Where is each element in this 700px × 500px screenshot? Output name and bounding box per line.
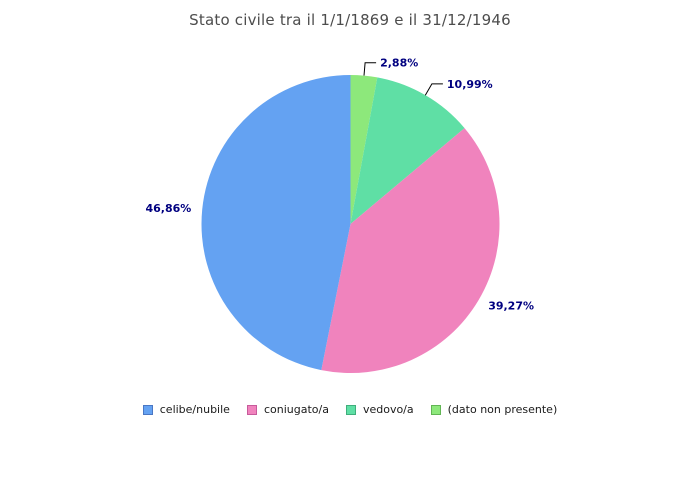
chart-title: Stato civile tra il 1/1/1869 e il 31/12/… bbox=[189, 11, 511, 29]
slice-value-label-coniugato-a: 39,27% bbox=[488, 299, 534, 312]
legend-swatch-dato-non-presente bbox=[430, 404, 441, 415]
slice-value-label-celibe-nubile: 46,86% bbox=[145, 202, 191, 215]
callout-line-vedovo-a bbox=[424, 83, 443, 96]
legend-item-coniugato: coniugato/a bbox=[246, 403, 329, 416]
legend-item-celibe-nubile: celibe/nubile bbox=[142, 403, 230, 416]
legend-swatch-coniugato bbox=[246, 404, 257, 415]
pie-slice-celibe-nubile bbox=[201, 74, 351, 371]
legend-label-celibe-nubile: celibe/nubile bbox=[159, 403, 230, 416]
legend-label-dato-non-presente: (dato non presente) bbox=[447, 403, 558, 416]
pie-slice-vedovo-a bbox=[350, 77, 465, 225]
pie-slice-dato-non-presente bbox=[350, 75, 378, 224]
legend: celibe/nubile coniugato/a vedovo/a (dato… bbox=[0, 403, 700, 416]
pie-slice-coniugato-a bbox=[321, 128, 500, 374]
legend-item-vedovo: vedovo/a bbox=[345, 403, 414, 416]
callout-line-dato-non-presente bbox=[363, 62, 377, 76]
legend-item-dato-non-presente: (dato non presente) bbox=[430, 403, 558, 416]
legend-label-coniugato: coniugato/a bbox=[263, 403, 329, 416]
legend-swatch-celibe-nubile bbox=[142, 404, 153, 415]
slice-value-label-vedovo-a: 10,99% bbox=[447, 78, 493, 91]
slice-value-label-dato-non-presente: 2,88% bbox=[380, 57, 418, 70]
legend-swatch-vedovo bbox=[345, 404, 356, 415]
legend-label-vedovo: vedovo/a bbox=[362, 403, 414, 416]
pie-chart: 2,88% 10,99% 39,27% 46,86% bbox=[145, 57, 534, 374]
